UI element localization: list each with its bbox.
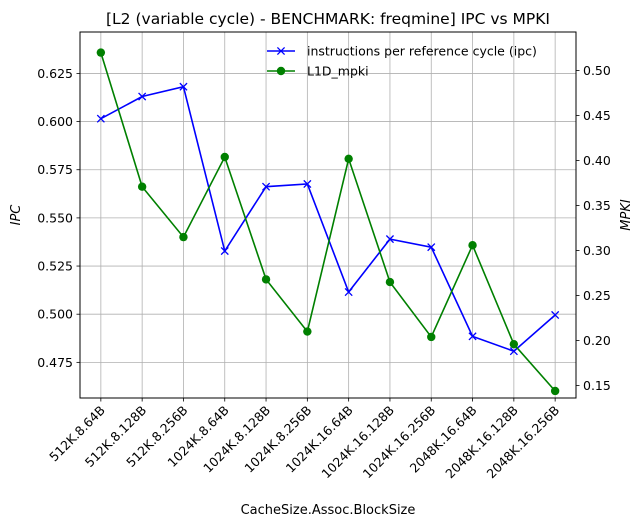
data-point xyxy=(179,82,188,91)
legend-item: instructions per reference cycle (ipc) xyxy=(267,44,537,59)
y-left-axis-label: IPC xyxy=(9,204,24,226)
plot-frame xyxy=(79,31,577,399)
data-point xyxy=(427,332,436,342)
data-point xyxy=(96,48,106,57)
y-left-tick-label: 0.500 xyxy=(37,307,73,322)
y-right-tick-label: 0.50 xyxy=(583,63,611,78)
legend-marker xyxy=(276,46,286,56)
x-tick-label: 2048K.16.128B xyxy=(442,403,521,482)
legend-item: L1D_mpki xyxy=(267,64,369,79)
data-point xyxy=(551,310,560,320)
data-point xyxy=(550,386,560,396)
y-right-tick-label: 0.20 xyxy=(583,333,611,348)
series-line xyxy=(100,85,556,353)
y-right-tick-label: 0.35 xyxy=(583,198,611,213)
series-layer xyxy=(96,48,560,396)
data-point xyxy=(96,114,105,123)
x-tick-label: 1024K.16.128B xyxy=(318,403,397,482)
data-point xyxy=(220,152,229,162)
data-point xyxy=(468,332,477,341)
x-axis-label: CacheSize.Assoc.BlockSize xyxy=(241,503,416,518)
data-point xyxy=(509,339,519,349)
data-point xyxy=(344,287,353,297)
y-left-tick-label: 0.600 xyxy=(37,114,73,129)
y-right-axis-label: MPKI xyxy=(619,199,634,231)
y-left-tick-label: 0.575 xyxy=(37,162,73,177)
x-tick-label: 2048K.16.256B xyxy=(484,403,563,482)
chart-title: [L2 (variable cycle) - BENCHMARK: freqmi… xyxy=(106,10,550,28)
data-point xyxy=(303,327,312,336)
data-point xyxy=(261,182,271,191)
y-right-tick-label: 0.25 xyxy=(583,288,611,303)
y-left-tick-label: 0.475 xyxy=(37,355,73,370)
legend: instructions per reference cycle (ipc) L1… xyxy=(267,44,537,79)
y-right-tick-label: 0.40 xyxy=(583,153,611,168)
data-point xyxy=(261,275,271,284)
grid xyxy=(80,32,576,398)
data-point xyxy=(344,154,353,163)
y-right-tick-label: 0.15 xyxy=(583,378,611,393)
legend-marker xyxy=(276,66,286,76)
data-point xyxy=(137,182,147,191)
y-right-tick-label: 0.45 xyxy=(583,108,611,123)
series-l1d-mpki xyxy=(96,48,560,396)
data-point xyxy=(427,243,436,252)
data-point xyxy=(179,232,188,242)
data-point xyxy=(468,240,477,250)
data-point xyxy=(138,92,147,101)
y-right-tick-label: 0.30 xyxy=(583,243,611,258)
left-axis-ticks: 0.475 0.500 0.525 0.550 0.575 0.600 0.625 xyxy=(37,66,80,370)
x-tick-label: 1024K.16.256B xyxy=(360,403,439,482)
data-point xyxy=(220,246,229,256)
legend-label: L1D_mpki xyxy=(307,64,369,79)
y-left-tick-label: 0.625 xyxy=(37,66,73,81)
right-axis-ticks: 0.15 0.20 0.25 0.30 0.35 0.40 0.45 0.50 xyxy=(576,63,611,393)
legend-label: instructions per reference cycle (ipc) xyxy=(307,44,537,59)
x-axis-ticks: 512K.8.64B512K.8.128B512K.8.256B1024K.8.… xyxy=(46,398,562,481)
y-left-tick-label: 0.550 xyxy=(37,210,73,225)
data-point xyxy=(509,347,518,356)
y-left-tick-label: 0.525 xyxy=(37,259,73,274)
data-point xyxy=(385,277,395,287)
series-ipc xyxy=(96,82,560,356)
data-point xyxy=(385,235,395,244)
data-point xyxy=(303,179,312,189)
series-line xyxy=(100,52,556,392)
